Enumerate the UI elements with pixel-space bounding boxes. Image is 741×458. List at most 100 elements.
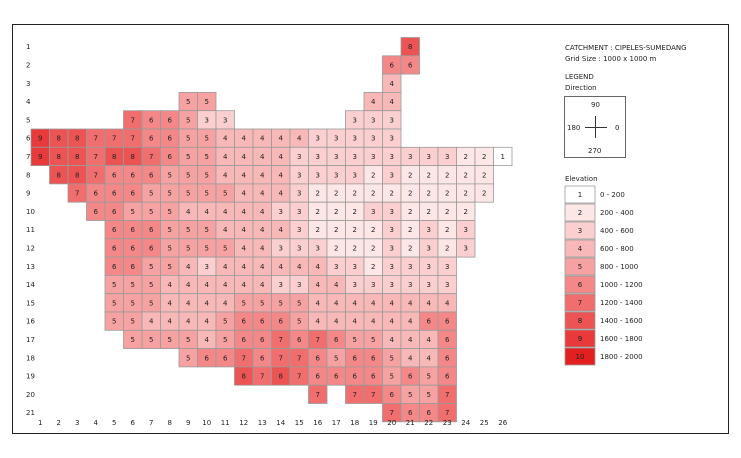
cell-value: 4 [390, 299, 395, 307]
cell-value: 6 [112, 190, 117, 198]
cell-value: 4 [279, 263, 284, 271]
cell-value: 4 [168, 318, 173, 326]
cell-value: 5 [223, 336, 227, 344]
cell-value: 6 [260, 336, 265, 344]
cell-value: 4 [279, 153, 284, 161]
cell-value: 3 [353, 263, 357, 271]
cell-value: 4 [371, 98, 376, 106]
cell-value: 6 [131, 171, 136, 179]
cell-value: 6 [279, 318, 284, 326]
cell-value: 6 [427, 409, 432, 417]
cell-value: 6 [131, 263, 136, 271]
cell-value: 2 [334, 190, 338, 198]
cell-value: 6 [427, 318, 432, 326]
cell-value: 4 [316, 281, 321, 289]
cell-value: 5 [168, 171, 172, 179]
col-label: 21 [406, 419, 415, 427]
cell-value: 7 [131, 135, 135, 143]
cell-value: 5 [427, 373, 431, 381]
cell-value: 6 [112, 244, 117, 252]
cell-value: 5 [149, 299, 153, 307]
col-label: 19 [369, 419, 378, 427]
cell-value: 4 [205, 208, 210, 216]
legend-class-value: 5 [578, 263, 582, 271]
cell-value: 5 [334, 354, 338, 362]
cell-value: 8 [75, 135, 79, 143]
col-label: 16 [313, 419, 322, 427]
cell-value: 3 [334, 153, 338, 161]
col-label: 14 [276, 419, 285, 427]
row-label: 13 [26, 263, 35, 271]
cell-value: 7 [316, 391, 320, 399]
cell-value: 3 [279, 281, 283, 289]
cell-value: 3 [464, 226, 468, 234]
row-label: 4 [26, 98, 31, 106]
row-label: 7 [26, 153, 30, 161]
col-label: 24 [461, 419, 470, 427]
legend-class-value: 7 [578, 299, 582, 307]
cell-value: 5 [131, 336, 135, 344]
cell-value: 3 [334, 263, 338, 271]
cell-value: 2 [316, 208, 320, 216]
cell-value: 5 [223, 318, 227, 326]
cell-value: 4 [260, 190, 265, 198]
cell-value: 4 [390, 80, 395, 88]
cell-value: 2 [408, 171, 412, 179]
cell-value: 6 [149, 116, 154, 124]
cell-value: 8 [75, 171, 79, 179]
grid-cell [308, 384, 328, 404]
cell-value: 6 [149, 244, 154, 252]
row-label: 15 [26, 299, 35, 307]
cell-value: 6 [149, 226, 154, 234]
col-label: 20 [387, 419, 396, 427]
cell-value: 3 [316, 244, 320, 252]
legend-class-value: 6 [578, 281, 583, 289]
col-label: 25 [480, 419, 489, 427]
cell-value: 3 [297, 208, 301, 216]
col-label: 2 [57, 419, 61, 427]
cell-value: 9 [38, 135, 42, 143]
col-label: 23 [443, 419, 452, 427]
cell-value: 4 [223, 135, 228, 143]
cell-value: 3 [334, 171, 338, 179]
cell-value: 6 [168, 135, 173, 143]
cell-value: 2 [334, 244, 338, 252]
col-label: 5 [112, 419, 116, 427]
cell-value: 4 [242, 135, 247, 143]
row-label: 3 [26, 80, 30, 88]
cell-value: 6 [168, 116, 173, 124]
cell-value: 7 [94, 135, 98, 143]
cell-value: 3 [223, 116, 227, 124]
legend-class-range: 1200 - 1400 [600, 299, 643, 307]
cell-value: 6 [223, 354, 228, 362]
cell-value: 3 [297, 190, 301, 198]
cell-value: 4 [223, 281, 228, 289]
cell-value: 3 [279, 208, 283, 216]
cell-value: 6 [131, 190, 136, 198]
cell-value: 6 [260, 318, 265, 326]
cell-value: 4 [186, 263, 191, 271]
col-label: 13 [258, 419, 267, 427]
cell-value: 5 [242, 299, 246, 307]
cell-value: 2 [464, 208, 468, 216]
cell-value: 3 [427, 244, 431, 252]
cell-value: 6 [371, 354, 376, 362]
cell-value: 5 [186, 153, 190, 161]
cell-value: 6 [316, 373, 321, 381]
cell-value: 3 [427, 281, 431, 289]
cell-value: 4 [168, 281, 173, 289]
row-label: 8 [26, 171, 30, 179]
cell-value: 8 [131, 153, 135, 161]
compass-south-label: 270 [588, 147, 602, 155]
cell-value: 3 [390, 116, 394, 124]
row-label: 2 [26, 61, 30, 69]
cell-value: 7 [279, 336, 283, 344]
cell-value: 2 [427, 190, 431, 198]
cell-value: 3 [390, 208, 394, 216]
direction-compass: 90 180 0 270 [564, 96, 626, 158]
cell-value: 6 [334, 336, 339, 344]
cell-value: 3 [371, 135, 375, 143]
cell-value: 2 [371, 226, 375, 234]
cell-value: 2 [445, 171, 449, 179]
cell-value: 2 [371, 244, 375, 252]
